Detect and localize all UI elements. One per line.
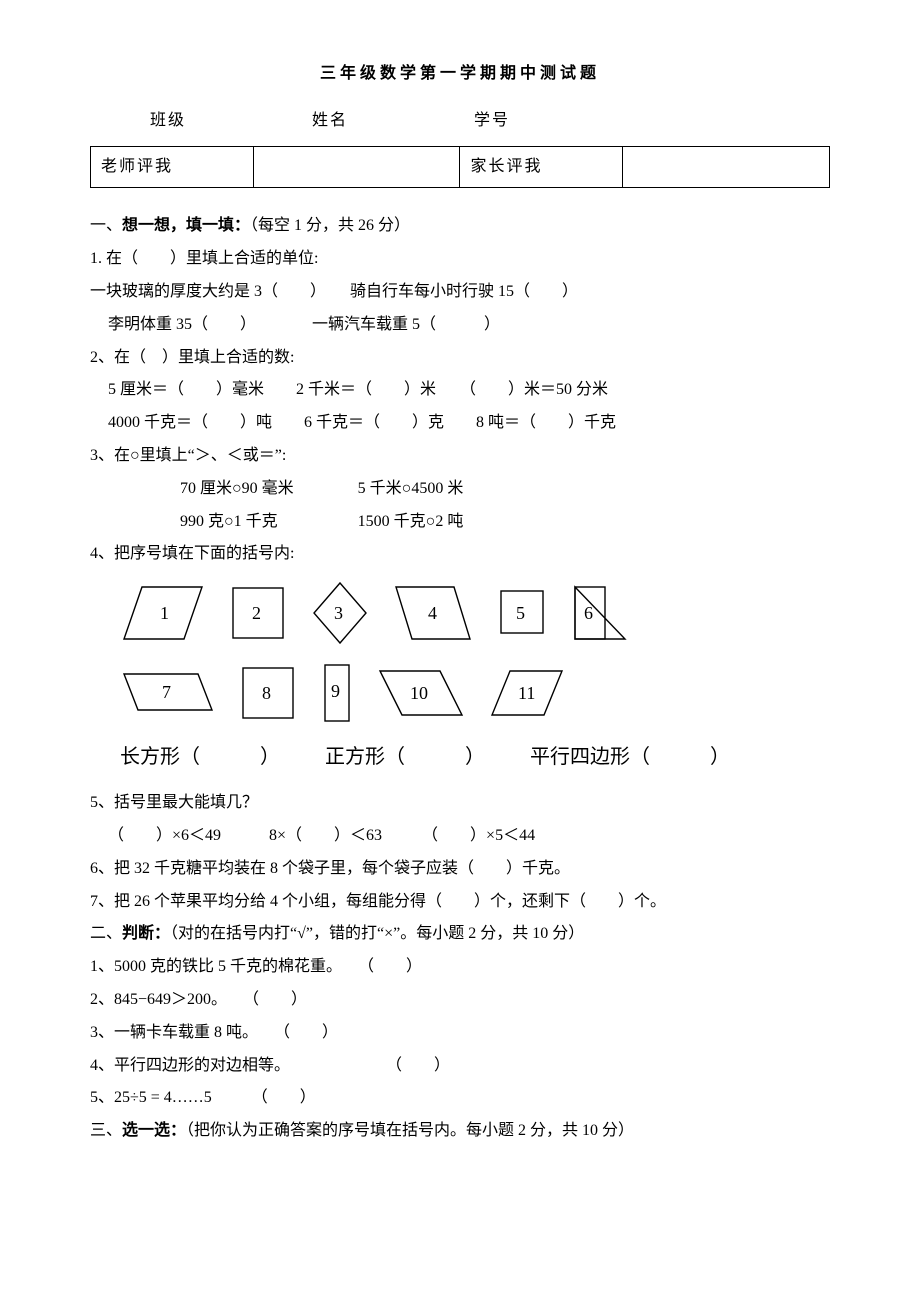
section3-heading: 三、选一选：（把你认为正确答案的序号填在括号内。每小题 2 分，共 10 分） (90, 1117, 830, 1146)
shape-num: 3 (334, 603, 343, 623)
sec1-rest: （每空 1 分，共 26 分） (250, 217, 410, 234)
label-square: 正方形（ ） (325, 746, 485, 768)
sec3-prefix: 三、 (90, 1122, 122, 1139)
sec1-bold: 想一想，填一填： (122, 217, 250, 234)
shape-11: 11 (488, 665, 566, 721)
q2-lead: 2、在（ ）里填上合适的数: (90, 344, 830, 373)
square-icon: 5 (496, 581, 548, 645)
q7: 7、把 26 个苹果平均分给 4 个小组，每组能分得（ ）个，还剩下（ ）个。 (90, 888, 830, 917)
shape-num: 11 (518, 683, 535, 703)
shapes-wrap: 1 2 3 4 5 (120, 579, 830, 725)
q4-lead: 4、把序号填在下面的括号内: (90, 540, 830, 569)
section1-heading: 一、想一想，填一填：（每空 1 分，共 26 分） (90, 212, 830, 241)
label-para: 平行四边形（ ） (530, 746, 730, 768)
parallelogram-icon: 11 (488, 665, 566, 721)
shape-3: 3 (310, 579, 370, 647)
shape-10: 10 (376, 665, 466, 721)
sec2-q2: 2、845−649＞200。 （ ） (90, 986, 830, 1015)
shape-num: 4 (428, 603, 437, 623)
cell-parent-blank (623, 146, 830, 188)
shape-7: 7 (120, 668, 216, 718)
cell-parent-label: 家长评我 (460, 146, 623, 188)
sec2-q4: 4、平行四边形的对边相等。 （ ） (90, 1052, 830, 1081)
shape-8: 8 (238, 663, 298, 723)
parallelogram-icon: 7 (120, 668, 216, 718)
shape-num: 7 (162, 682, 171, 702)
q1-a: 一块玻璃的厚度大约是 3（ ） 骑自行车每小时行驶 15（ ） (90, 278, 830, 307)
q2-b: 4000 千克＝（ ）吨 6 千克＝（ ）克 8 吨＝（ ）千克 (90, 409, 830, 438)
page-title: 三年级数学第一学期期中测试题 (90, 60, 830, 89)
parallelogram-icon: 4 (392, 581, 474, 645)
shape-4: 4 (392, 581, 474, 645)
right-trapezoid-icon: 6 (570, 581, 630, 645)
q3-lead: 3、在○里填上“＞、＜或＝”: (90, 442, 830, 471)
shape-num: 10 (410, 683, 428, 703)
parallelogram-icon: 10 (376, 665, 466, 721)
sec1-prefix: 一、 (90, 217, 122, 234)
q3-b: 990 克○1 千克 1500 千克○2 吨 (90, 508, 830, 537)
sec2-q3: 3、一辆卡车载重 8 吨。 （ ） (90, 1019, 830, 1048)
shape-category-labels: 长方形（ ） 正方形（ ） 平行四边形（ ） (120, 739, 830, 775)
table-row: 老师评我 家长评我 (91, 146, 830, 188)
label-rect: 长方形（ ） (120, 746, 280, 768)
shape-num: 5 (516, 603, 525, 623)
sec2-q1: 1、5000 克的铁比 5 千克的棉花重。 （ ） (90, 953, 830, 982)
sec3-rest: （把你认为正确答案的序号填在括号内。每小题 2 分，共 10 分） (186, 1122, 634, 1139)
sec2-q5: 5、25÷5 = 4……5 （ ） (90, 1084, 830, 1113)
cell-teacher-label: 老师评我 (91, 146, 254, 188)
label-number: 学号 (474, 112, 510, 129)
shape-num: 8 (262, 683, 271, 703)
q2-a: 5 厘米＝（ ）毫米 2 千米＝（ ）米 （ ）米＝50 分米 (90, 376, 830, 405)
shape-num: 1 (160, 603, 169, 623)
sec3-bold: 选一选： (122, 1122, 186, 1139)
section2-heading: 二、判断：（对的在括号内打“√”，错的打“×”。每小题 2 分，共 10 分） (90, 920, 830, 949)
square-icon: 8 (238, 663, 298, 723)
sec2-prefix: 二、 (90, 925, 122, 942)
shape-num: 6 (584, 603, 593, 623)
parallelogram-icon: 1 (120, 581, 206, 645)
rectangle-icon: 9 (320, 661, 354, 725)
sec2-rest: （对的在括号内打“√”，错的打“×”。每小题 2 分，共 10 分） (170, 925, 584, 942)
sec2-bold: 判断： (122, 925, 170, 942)
header-line: 班级 姓名 学号 (90, 107, 830, 136)
q5-lead: 5、括号里最大能填几？ (90, 789, 830, 818)
shape-6: 6 (570, 581, 630, 645)
cell-teacher-blank (253, 146, 460, 188)
label-name: 姓名 (312, 112, 348, 129)
square-icon: 2 (228, 581, 288, 645)
shape-1: 1 (120, 581, 206, 645)
eval-table: 老师评我 家长评我 (90, 146, 830, 189)
rhombus-icon: 3 (310, 579, 370, 647)
shape-row-2: 7 8 9 10 11 (120, 661, 830, 725)
label-class: 班级 (150, 112, 186, 129)
shape-num: 2 (252, 603, 261, 623)
shape-2: 2 (228, 581, 288, 645)
q5-a: （ ）×6＜49 8×（ ）＜63 （ ）×5＜44 (90, 822, 830, 851)
q3-a: 70 厘米○90 毫米 5 千米○4500 米 (90, 475, 830, 504)
q1-lead: 1. 在（ ）里填上合适的单位: (90, 245, 830, 274)
shape-row-1: 1 2 3 4 5 (120, 579, 830, 647)
shape-9: 9 (320, 661, 354, 725)
shape-num: 9 (331, 681, 340, 701)
q6: 6、把 32 千克糖平均装在 8 个袋子里，每个袋子应装（ ）千克。 (90, 855, 830, 884)
shape-5: 5 (496, 581, 548, 645)
q1-b: 李明体重 35（ ） 一辆汽车载重 5（ ） (90, 311, 830, 340)
